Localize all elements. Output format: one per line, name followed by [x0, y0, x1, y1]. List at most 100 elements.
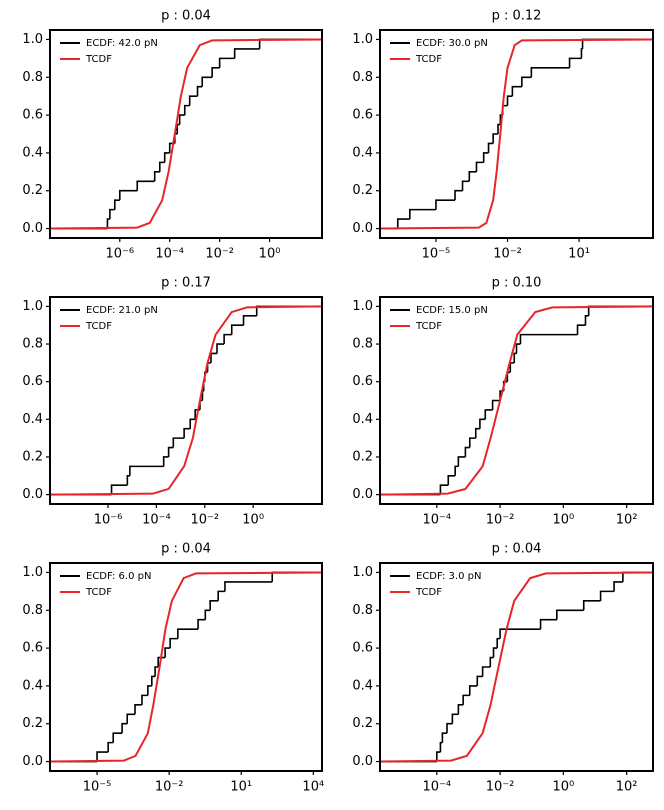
- ecdf-step: [476, 675, 483, 686]
- y-tick-label: 0.0: [22, 221, 43, 236]
- ecdf-step: [164, 647, 171, 658]
- ecdf-step: [147, 685, 152, 696]
- axes-frame: [379, 296, 654, 505]
- ecdf-step: [197, 618, 206, 630]
- y-tick-label: 0.8: [352, 70, 373, 85]
- axes-frame: [49, 29, 323, 239]
- ecdf-step: [492, 647, 498, 658]
- ecdf-step: [556, 609, 584, 620]
- x-tick-label: 10⁻⁴: [155, 247, 184, 262]
- tcdf-line: [379, 305, 654, 496]
- legend-label: ECDF: 3.0 pN: [416, 571, 481, 582]
- ecdf-step: [457, 704, 464, 715]
- ecdf-step: [141, 694, 148, 705]
- tcdf-line: [379, 571, 654, 763]
- tcdf-line: [379, 38, 654, 230]
- ecdf-step: [475, 161, 484, 172]
- ecdf-step: [491, 399, 501, 410]
- ecdf-step: [217, 590, 225, 601]
- y-tick-label: 0.6: [22, 641, 43, 656]
- legend-label: TCDF: [85, 321, 112, 332]
- subplot: p : 0.12 0.0 0.2 0.4 0.6 0.8 1.0 10⁻⁵ 10⁻² 10¹ ECD…: [352, 9, 654, 262]
- legend-label: TCDF: [415, 321, 442, 332]
- ecdf-step: [153, 171, 160, 182]
- axes-frame: [379, 562, 654, 772]
- y-tick-label: 0.4: [352, 412, 373, 427]
- ecdf-step: [154, 666, 159, 677]
- x-tick-label: 10⁻²: [205, 247, 234, 262]
- x-tick-label: 10⁴: [302, 780, 324, 795]
- tcdf-line: [49, 571, 323, 763]
- y-tick-label: 0.8: [352, 337, 373, 352]
- ecdf-step: [568, 57, 582, 68]
- legend-label: TCDF: [415, 587, 442, 598]
- ecdf-step: [126, 474, 130, 486]
- ecdf-step: [223, 333, 232, 345]
- ecdf-step: [177, 628, 199, 639]
- ecdf-step: [509, 362, 515, 373]
- legend-label: ECDF: 21.0 pN: [86, 305, 158, 316]
- ecdf-step: [216, 343, 225, 354]
- tcdf-line: [49, 38, 323, 230]
- ecdf-step: [113, 199, 120, 210]
- ecdf-step: [183, 104, 190, 116]
- y-tick-label: 0.6: [352, 641, 373, 656]
- subplot: p : 0.17 0.0 0.2 0.4 0.6 0.8 1.0 10⁻⁶ 10⁻⁴ 10⁻² 10…: [22, 276, 323, 528]
- ecdf-step: [218, 57, 235, 68]
- legend-label: ECDF: 42.0 pN: [86, 38, 158, 49]
- ecdf-step: [110, 484, 128, 495]
- x-tick-label: 10⁰: [242, 513, 264, 528]
- y-tick-label: 0.2: [352, 449, 373, 464]
- x-tick-label: 10⁻²: [486, 780, 515, 795]
- subplot-title: p : 0.10: [492, 276, 542, 291]
- legend: ECDF: 42.0 pN TCDF: [60, 38, 158, 65]
- y-tick-label: 0.2: [22, 183, 43, 198]
- legend: ECDF: 15.0 pN TCDF: [390, 305, 488, 332]
- ecdf-step: [172, 437, 185, 448]
- x-tick-label: 10⁰: [552, 513, 574, 528]
- y-tick-label: 0.8: [352, 603, 373, 618]
- ecdf-step: [446, 722, 453, 734]
- subplot-title: p : 0.04: [161, 9, 211, 24]
- y-tick-label: 0.0: [22, 487, 43, 502]
- x-tick-label: 10⁻⁶: [105, 247, 134, 262]
- y-tick-label: 0.6: [22, 374, 43, 389]
- ecdf-step: [162, 456, 169, 467]
- ecdf-step: [210, 352, 218, 363]
- ecdf-step: [96, 751, 109, 762]
- ecdf-step: [163, 152, 170, 163]
- legend-label: ECDF: 6.0 pN: [86, 571, 151, 582]
- axes-frame: [49, 296, 323, 505]
- x-tick-label: 10⁻²: [155, 780, 184, 795]
- ecdf-step: [582, 600, 601, 611]
- ecdf-step: [157, 656, 166, 667]
- legend-label: TCDF: [85, 54, 112, 65]
- ecdf-step: [487, 142, 494, 153]
- ecdf-step: [409, 208, 436, 220]
- ecdf-step: [482, 152, 489, 163]
- y-tick-label: 0.2: [22, 449, 43, 464]
- ecdf-step: [189, 418, 196, 429]
- ecdf-step: [613, 581, 623, 592]
- ecdf-step: [499, 628, 541, 639]
- ecdf-step: [188, 95, 198, 106]
- ecdf-step: [134, 704, 142, 715]
- ecdf-step: [169, 637, 178, 649]
- ecdf-step: [211, 67, 220, 78]
- legend: ECDF: 3.0 pN TCDF: [390, 571, 481, 598]
- ecdf-step: [441, 732, 448, 743]
- y-tick-label: 1.0: [22, 32, 43, 47]
- ecdf-step: [481, 666, 491, 677]
- ecdf-step: [439, 741, 443, 753]
- ecdf-step: [513, 352, 517, 363]
- subplot: p : 0.04 0.0 0.2 0.4 0.6 0.8 1.0 10⁻⁵ 10⁻² 10¹ 10⁴…: [22, 542, 324, 795]
- ecdf-step: [118, 189, 138, 201]
- x-tick-label: 10⁻²: [493, 247, 522, 262]
- ecdf-step: [530, 67, 570, 78]
- ecdf-step: [201, 76, 213, 87]
- subplot-title: p : 0.04: [161, 542, 211, 557]
- ecdf-step: [506, 95, 513, 106]
- ecdf-step: [230, 324, 244, 335]
- ecdf-step: [106, 218, 110, 229]
- ecdf-step: [454, 189, 463, 201]
